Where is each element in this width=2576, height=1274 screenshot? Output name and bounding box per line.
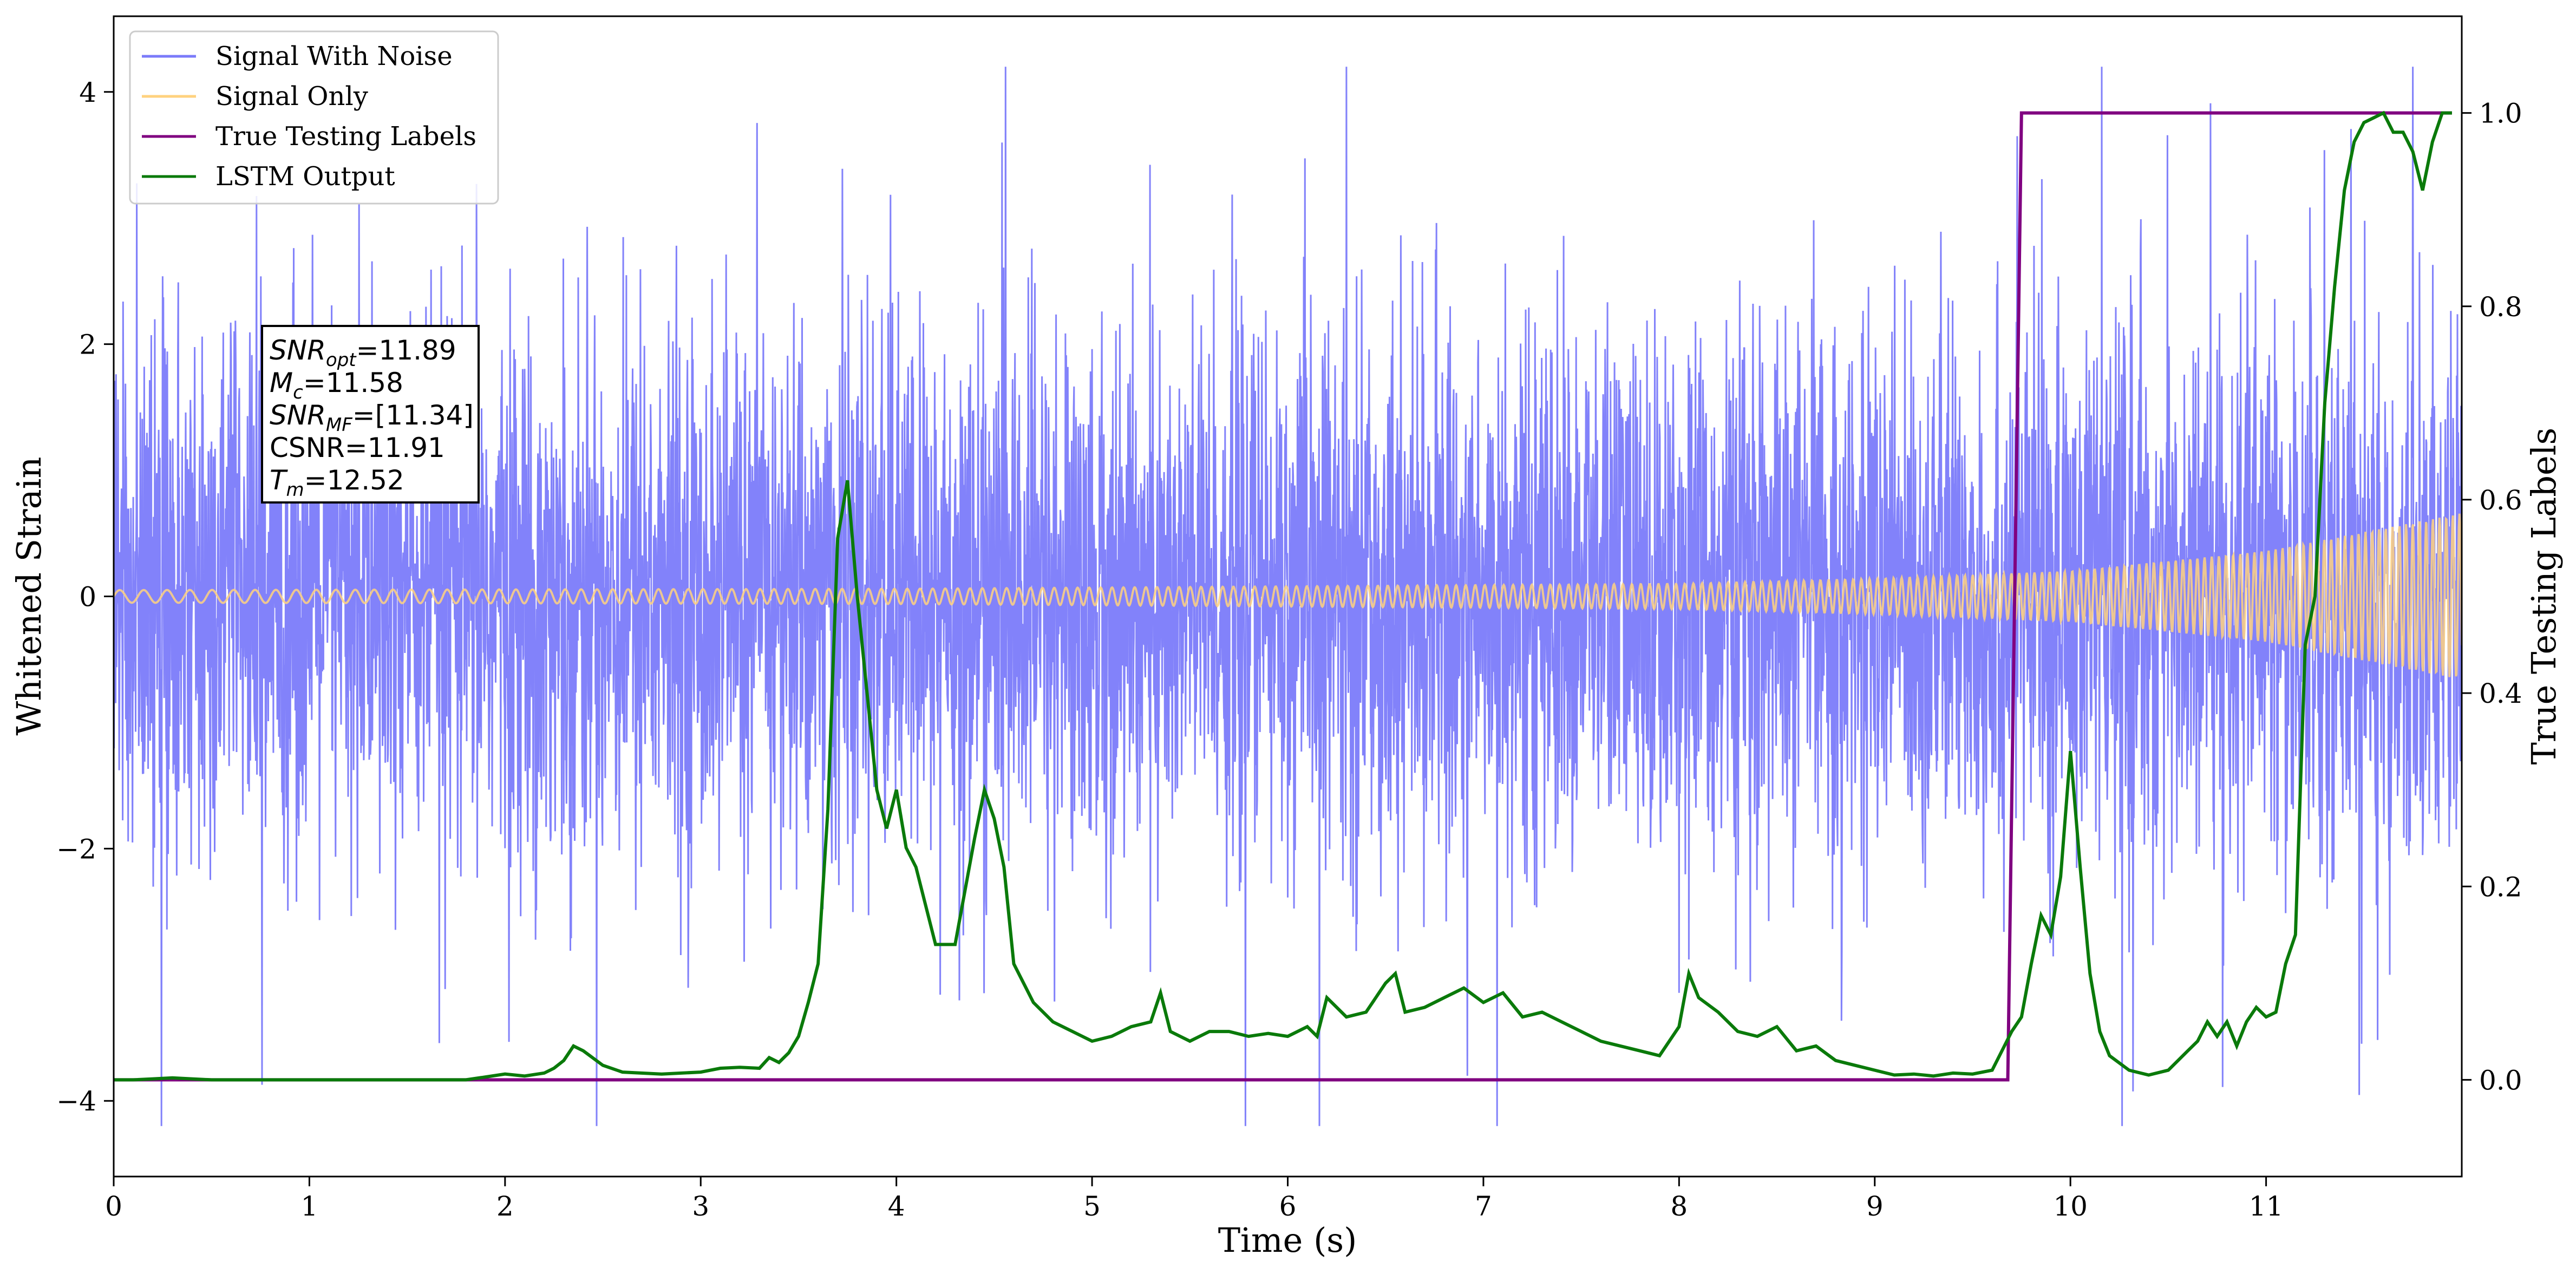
legend-label-lstm-output: LSTM Output xyxy=(215,161,395,192)
x-axis: 0 1 2 3 4 5 6 7 8 9 10 11 xyxy=(105,1177,2283,1222)
legend-label-signal-with-noise: Signal With Noise xyxy=(215,41,453,71)
y-axis-right: 0.0 0.2 0.4 0.6 0.8 1.0 xyxy=(2462,98,2522,1096)
y-axis-left: −4 −2 0 2 4 xyxy=(56,77,114,1117)
legend: Signal With Noise Signal Only True Testi… xyxy=(129,30,499,205)
signal-with-noise-line xyxy=(114,67,2462,1126)
y-tick-label-left: 4 xyxy=(79,77,96,108)
lstm-output-line xyxy=(114,110,2452,1082)
y-axis-label-right: True Testing Labels xyxy=(2524,428,2564,765)
x-tick-label: 6 xyxy=(1279,1191,1297,1222)
legend-label-true-testing-labels: True Testing Labels xyxy=(215,121,476,152)
annotation-line: SNRopt=11.89 xyxy=(270,335,456,371)
snr-annotation-box: SNRopt=11.89Mc=11.58SNRMF=[11.34]CSNR=11… xyxy=(261,325,480,504)
annotation-frame xyxy=(261,325,480,504)
y-tick-label-left: −2 xyxy=(56,833,96,865)
y-tick-label-right: 0.0 xyxy=(2479,1064,2522,1096)
y-tick-label-right: 0.4 xyxy=(2479,678,2522,709)
true-testing-labels-series xyxy=(114,111,2452,1082)
y-tick-label-right: 0.8 xyxy=(2479,291,2522,323)
x-tick-label: 0 xyxy=(105,1191,122,1222)
annotation-line: Tm=12.52 xyxy=(270,465,404,501)
annotation-line: CSNR=11.91 xyxy=(270,432,445,463)
legend-label-signal-only: Signal Only xyxy=(215,81,368,112)
x-tick-label: 10 xyxy=(2053,1191,2088,1222)
x-tick-label: 9 xyxy=(1866,1191,1884,1222)
x-tick-label: 4 xyxy=(888,1191,905,1222)
y-axis-label-left: Whitened Strain xyxy=(9,457,49,736)
legend-box xyxy=(129,30,499,205)
y-tick-label-right: 1.0 xyxy=(2479,98,2522,129)
y-tick-label-left: −4 xyxy=(56,1086,96,1117)
annotation-line: SNRMF=[11.34] xyxy=(270,400,474,436)
y-tick-label-right: 0.6 xyxy=(2479,485,2522,516)
x-tick-label: 5 xyxy=(1083,1191,1101,1222)
true-testing-labels-line xyxy=(114,111,2452,1082)
x-tick-label: 11 xyxy=(2249,1191,2284,1222)
y-tick-label-left: 2 xyxy=(79,329,96,361)
y-tick-label-left: 0 xyxy=(79,582,96,613)
y-tick-label-right: 0.2 xyxy=(2479,871,2522,903)
x-tick-label: 8 xyxy=(1670,1191,1688,1222)
x-tick-label: 7 xyxy=(1475,1191,1492,1222)
signal-only-line xyxy=(114,513,2462,677)
x-tick-label: 1 xyxy=(301,1191,318,1222)
x-tick-label: 3 xyxy=(692,1191,709,1222)
signal-with-noise-series xyxy=(114,67,2462,1126)
annotation-line: Mc=11.58 xyxy=(270,367,403,403)
signal-only-series xyxy=(114,513,2462,677)
x-axis-label: Time (s) xyxy=(1218,1220,1357,1260)
lstm-output-series xyxy=(114,110,2452,1082)
x-tick-label: 2 xyxy=(496,1191,514,1222)
